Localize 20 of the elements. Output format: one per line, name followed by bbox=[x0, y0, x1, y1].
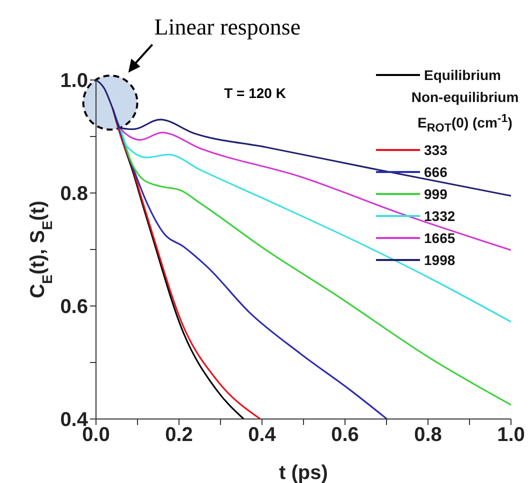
y-tick-label: 1.0 bbox=[60, 70, 88, 92]
x-tick-label: 0.8 bbox=[414, 424, 442, 446]
x-tick-label: 0.4 bbox=[248, 424, 277, 446]
legend-label: 1665 bbox=[424, 230, 456, 246]
legend-label: 1332 bbox=[424, 208, 456, 224]
line-series bbox=[112, 107, 511, 251]
legend-label: 999 bbox=[424, 186, 448, 202]
text: Linear response bbox=[154, 14, 301, 40]
y-tick-label: 0.6 bbox=[60, 296, 88, 318]
legend-label: 666 bbox=[424, 164, 448, 180]
legend-label: 333 bbox=[424, 142, 448, 158]
legend-label: Equilibrium bbox=[424, 67, 502, 83]
x-tick-label: 0.2 bbox=[165, 424, 193, 446]
legend-title: Non-equilibrium E$_{ROT}$(0) (cm$^{-1}$) bbox=[410, 88, 520, 136]
x-axis-title: t (ps) bbox=[279, 462, 328, 483]
x-tick-label: 1.0 bbox=[497, 424, 525, 446]
x-tick-label: 0.6 bbox=[331, 424, 359, 446]
legend-label: 1998 bbox=[424, 252, 456, 268]
y-tick-label: 0.8 bbox=[60, 183, 88, 206]
annotation: T = 120 K bbox=[224, 85, 286, 101]
